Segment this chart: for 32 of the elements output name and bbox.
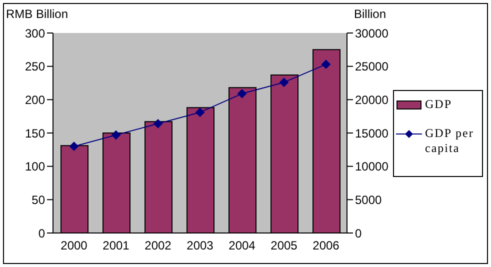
y-tick-label: 150 [24,126,46,140]
point [322,60,330,69]
y2-tick-label: 5000 [355,192,382,207]
x-tick-label: 2002 [144,238,172,253]
legend-label: GDP per capita [425,126,475,156]
y2-tick-label: 10000 [355,160,389,174]
x-tick-label: 2004 [228,238,256,253]
y-tick-label: 200 [24,92,46,107]
point [238,89,246,98]
x-tick-label: 2000 [60,238,88,253]
point [280,78,288,87]
y-tick-label: 250 [24,60,46,74]
x-tick-label: 2003 [186,238,214,253]
x-tick-label: 2006 [312,238,340,253]
point [112,130,120,140]
y2-tick-label: 15000 [355,126,389,140]
y-tick-label: 300 [24,26,46,40]
y-tick-label: 50 [32,192,46,207]
y2-tick-label: 0 [355,226,362,240]
x-tick-label: 2001 [102,238,130,253]
y-tick-label: 100 [24,160,46,174]
legend-label: GDP [425,97,452,112]
point [154,119,162,128]
y2-tick-label: 25000 [355,60,389,74]
y2-tick-label: 30000 [355,26,389,40]
y-axis-title: RMB Billion [6,7,68,21]
y2-axis-title: Billion [354,7,386,21]
point [70,142,78,151]
y-tick-label: 0 [38,226,46,240]
y2-tick-label: 20000 [355,92,389,107]
point [196,108,204,117]
x-tick-label: 2005 [270,238,298,253]
